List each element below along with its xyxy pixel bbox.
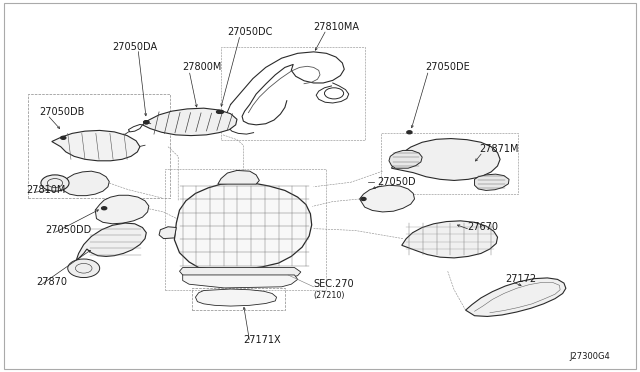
Circle shape [407, 131, 412, 134]
Text: 27800M: 27800M [182, 62, 222, 73]
Polygon shape [218, 170, 259, 184]
Polygon shape [474, 174, 509, 190]
Circle shape [144, 121, 149, 124]
Polygon shape [392, 138, 500, 180]
Polygon shape [179, 267, 301, 278]
Text: 27050DE: 27050DE [426, 62, 470, 73]
Polygon shape [466, 278, 566, 317]
Text: 27050DA: 27050DA [113, 42, 157, 52]
Text: (27210): (27210) [314, 291, 345, 300]
Text: 27810MA: 27810MA [314, 22, 360, 32]
Polygon shape [402, 221, 497, 258]
Circle shape [144, 121, 149, 124]
Polygon shape [360, 185, 415, 212]
Circle shape [218, 110, 223, 113]
Text: 27050DB: 27050DB [39, 107, 84, 117]
Text: 27050DD: 27050DD [45, 225, 92, 235]
Polygon shape [76, 223, 147, 261]
Text: SEC.270: SEC.270 [314, 279, 354, 289]
Text: J27300G4: J27300G4 [569, 352, 610, 361]
Circle shape [41, 175, 69, 191]
Polygon shape [389, 150, 422, 168]
Polygon shape [52, 131, 140, 161]
Circle shape [361, 198, 366, 201]
Text: 27871M: 27871M [479, 144, 519, 154]
Polygon shape [174, 182, 312, 270]
Polygon shape [143, 108, 237, 136]
Text: 27172: 27172 [505, 274, 536, 284]
Text: 27171X: 27171X [243, 335, 281, 345]
Polygon shape [195, 289, 276, 306]
Polygon shape [182, 275, 298, 288]
Text: 27810M: 27810M [26, 185, 66, 195]
Text: 27870: 27870 [36, 278, 67, 287]
Text: 27050D: 27050D [378, 177, 416, 187]
Text: 27050DC: 27050DC [227, 27, 273, 37]
Polygon shape [159, 227, 176, 238]
Polygon shape [95, 195, 149, 224]
Text: 27670: 27670 [467, 222, 498, 232]
Circle shape [68, 259, 100, 278]
Circle shape [216, 110, 221, 113]
Circle shape [61, 137, 66, 139]
Polygon shape [61, 171, 109, 196]
Circle shape [102, 207, 107, 210]
